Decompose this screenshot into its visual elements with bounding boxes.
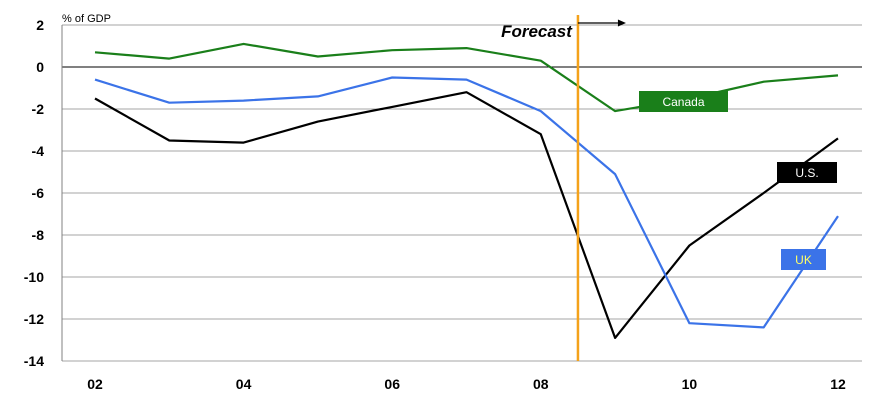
x-tick-label: 12: [830, 376, 846, 392]
y-tick-label: 2: [36, 17, 44, 33]
x-tick-label: 06: [384, 376, 400, 392]
forecast-marker: Forecast: [501, 15, 626, 361]
x-tick-label: 04: [236, 376, 252, 392]
series-label-box: [777, 162, 837, 183]
series-label-text: U.S.: [795, 166, 818, 180]
series-labels: Canada U.S. UK: [639, 91, 837, 270]
y-tick-label: 0: [36, 59, 44, 75]
series-label-text: Canada: [662, 95, 704, 109]
series-line-us: [94, 91, 839, 339]
y-tick-label: -6: [32, 185, 45, 201]
forecast-label: Forecast: [501, 22, 573, 41]
series-label-text: UK: [795, 253, 812, 267]
y-tick-label: -2: [32, 101, 45, 117]
x-tick-label: 10: [682, 376, 698, 392]
y-tick-label: -14: [24, 353, 44, 369]
y-tick-label: -4: [32, 143, 45, 159]
y-tick-label: -10: [24, 269, 44, 285]
x-tick-label: 08: [533, 376, 549, 392]
gridlines: [62, 24, 862, 362]
series-label-box: [781, 249, 826, 270]
y-tick-label: -12: [24, 311, 44, 327]
y-tick-label: -8: [32, 227, 45, 243]
y-axis-unit-label: % of GDP: [62, 13, 111, 25]
series-label-box: [639, 91, 728, 112]
forecast-arrow-icon: [617, 19, 626, 27]
series-lines: [94, 42, 839, 339]
x-tick-label: 02: [87, 376, 103, 392]
series-line-uk: [94, 76, 839, 329]
axes: 2 0 -2 -4 -6 -8 -10 -12 -14 02 04 06 08 10 12: [24, 17, 846, 392]
